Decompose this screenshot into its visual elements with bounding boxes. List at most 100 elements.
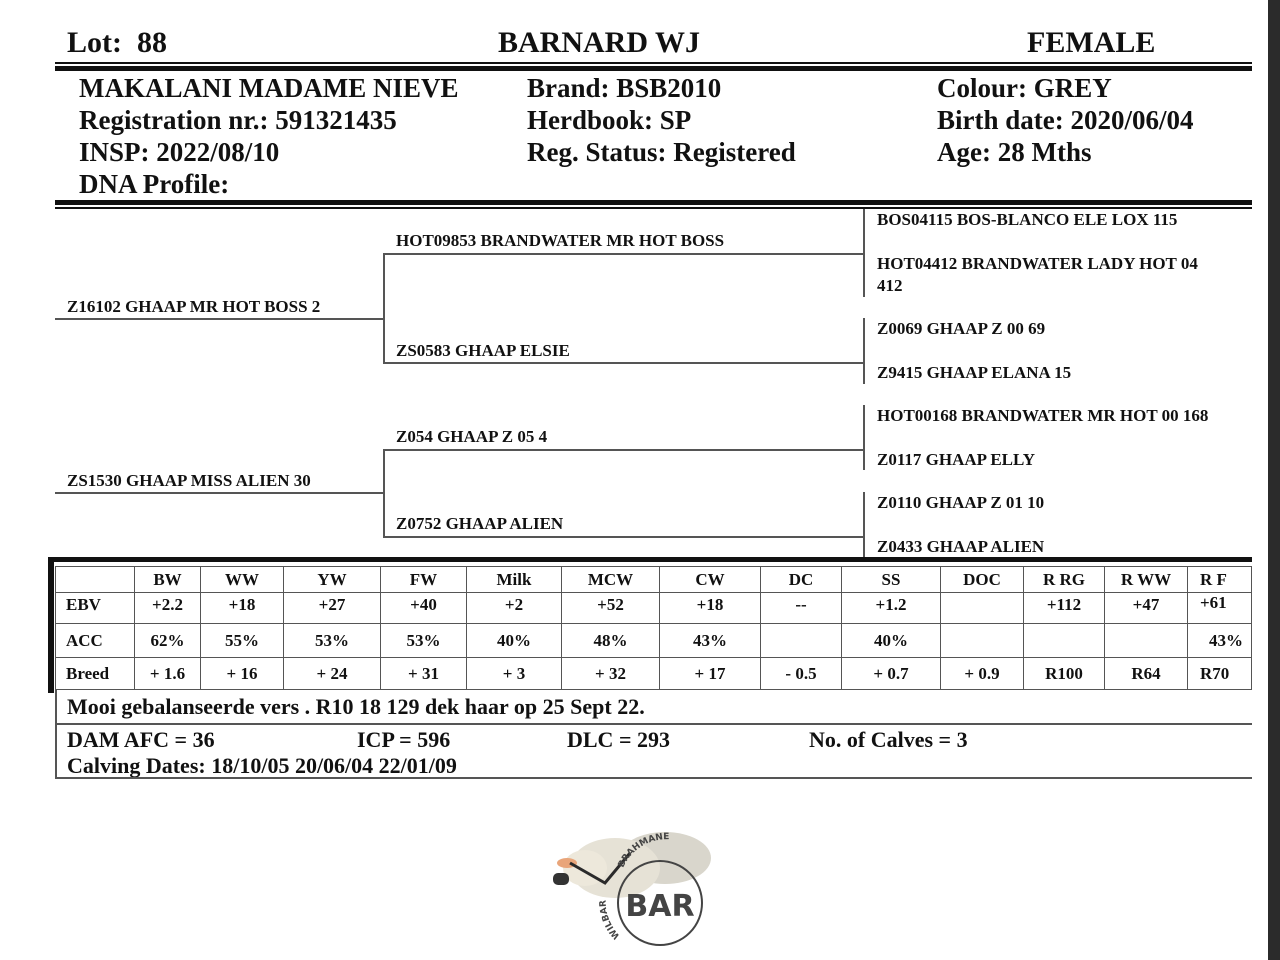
table-cell: [1104, 623, 1188, 658]
table-row-acc: ACC 62% 55% 53% 53% 40% 48% 43% 40% 43%: [55, 623, 1252, 658]
pedigree-ggp-cont: 412: [877, 276, 903, 295]
pedigree-ggp: Z0433 GHAAP ALIEN: [877, 537, 1045, 556]
table-cell: +18: [200, 592, 284, 624]
table-cell: 55%: [200, 623, 284, 658]
pedigree-line: [55, 318, 383, 320]
table-header: FW: [380, 566, 467, 593]
pedigree-ggp: BOS04115 BOS-BLANCO ELE LOX 115: [877, 210, 1178, 229]
brand: Brand: BSB2010: [527, 73, 722, 103]
table-cell: [760, 623, 842, 658]
age: Age: 28 Mths: [937, 137, 1092, 167]
table-cell: +2: [466, 592, 562, 624]
table-cell: + 32: [561, 657, 660, 690]
herdbook: Herdbook: SP: [527, 105, 692, 135]
table-cell: 40%: [466, 623, 562, 658]
table-cell: +2.2: [134, 592, 201, 624]
table-cell: [1023, 623, 1105, 658]
dna-profile: DNA Profile:: [79, 169, 230, 199]
table-cell: - 0.5: [760, 657, 842, 690]
table-cell: + 0.7: [841, 657, 941, 690]
pedigree-line: [383, 449, 385, 537]
dam-afc: DAM AFC = 36: [67, 727, 215, 752]
table-cell: 43%: [659, 623, 761, 658]
divider: [55, 690, 57, 778]
reg-status: Reg. Status: Registered: [527, 137, 796, 167]
pedigree-line: [863, 405, 865, 470]
divider: [55, 777, 1252, 779]
table-header: BW: [134, 566, 201, 593]
registration-number: Registration nr.: 591321435: [79, 105, 397, 135]
pedigree-sire: Z16102 GHAAP MR HOT BOSS 2: [67, 297, 321, 316]
table-cell: + 17: [659, 657, 761, 690]
pedigree-ggp: HOT00168 BRANDWATER MR HOT 00 168: [877, 406, 1209, 425]
table-cell: +112: [1023, 592, 1105, 624]
table-cell: 43%: [1187, 623, 1252, 658]
pedigree-ggp: Z0110 GHAAP Z 01 10: [877, 493, 1045, 512]
table-row-breed: Breed + 1.6 + 16 + 24 + 31 + 3 + 32 + 17- 0.5 + …: [55, 657, 1252, 690]
table-cell: + 24: [283, 657, 381, 690]
table-header: Milk: [466, 566, 562, 593]
table-header: DC: [760, 566, 842, 593]
table-cell: +52: [561, 592, 660, 624]
table-header: MCW: [561, 566, 660, 593]
table-cell: +27: [283, 592, 381, 624]
pedigree-line: [383, 253, 863, 255]
table-header: [55, 566, 135, 593]
table-cell: +1.2: [841, 592, 941, 624]
birth-date: Birth date: 2020/06/04: [937, 105, 1194, 135]
table-header: R RG: [1023, 566, 1105, 593]
table-cell: 40%: [841, 623, 941, 658]
table-cell: [940, 592, 1024, 624]
table-cell: +61: [1187, 592, 1252, 624]
table-header: WW: [200, 566, 284, 593]
row-label: EBV: [55, 592, 135, 624]
table-cell: 53%: [380, 623, 467, 658]
divider: [55, 723, 1252, 725]
pedigree-sire-dam: ZS0583 GHAAP ELSIE: [396, 341, 570, 360]
pedigree-line: [383, 362, 863, 364]
table-header: R F: [1187, 566, 1252, 593]
table-cell: --: [760, 592, 842, 624]
divider: [55, 62, 1252, 64]
table-cell: + 1.6: [134, 657, 201, 690]
sex: FEMALE: [1027, 26, 1156, 59]
lot-label: Lot: 88: [67, 26, 167, 59]
row-label: ACC: [55, 623, 135, 658]
table-cell: + 16: [200, 657, 284, 690]
table-header: CW: [659, 566, 761, 593]
colour: Colour: GREY: [937, 73, 1112, 103]
divider: [55, 207, 1252, 209]
table-header: SS: [841, 566, 941, 593]
dlc: DLC = 293: [567, 727, 670, 752]
table-cell: +47: [1104, 592, 1188, 624]
pedigree-line: [383, 253, 385, 363]
pedigree-ggp: Z0069 GHAAP Z 00 69: [877, 319, 1046, 338]
calving-dates: Calving Dates: 18/10/05 20/06/04 22/01/0…: [67, 753, 457, 778]
pedigree-line: [383, 449, 863, 451]
ebv-table: BW WW YW FW Milk MCW CW DC SS DOC R RG R…: [55, 566, 1252, 690]
animal-name: MAKALANI MADAME NIEVE: [79, 73, 459, 103]
table-cell: 48%: [561, 623, 660, 658]
wilbar-brahmane-logo: BAR BRAHMANE WILBAR: [553, 832, 711, 946]
row-label: Breed: [55, 657, 135, 690]
divider: [48, 557, 1252, 562]
pedigree-line: [863, 209, 865, 297]
pedigree-sire-sire: HOT09853 BRANDWATER MR HOT BOSS: [396, 231, 725, 250]
pedigree-ggp: Z9415 GHAAP ELANA 15: [877, 363, 1072, 382]
table-cell: +40: [380, 592, 467, 624]
icp: ICP = 596: [357, 727, 451, 752]
pedigree-line: [55, 492, 383, 494]
pedigree-dam-sire: Z054 GHAAP Z 05 4: [396, 427, 548, 446]
table-cell: 53%: [283, 623, 381, 658]
table-cell: R100: [1023, 657, 1105, 690]
table-header-row: BW WW YW FW Milk MCW CW DC SS DOC R RG R…: [55, 566, 1252, 593]
table-cell: + 3: [466, 657, 562, 690]
logo-bar-text: BAR: [625, 889, 694, 924]
table-cell: + 0.9: [940, 657, 1024, 690]
insp-date: INSP: 2022/08/10: [79, 137, 280, 167]
table-header: DOC: [940, 566, 1024, 593]
table-cell: R70: [1187, 657, 1252, 690]
pedigree-line: [383, 536, 863, 538]
divider: [55, 200, 1252, 205]
pedigree-line: [863, 492, 865, 558]
